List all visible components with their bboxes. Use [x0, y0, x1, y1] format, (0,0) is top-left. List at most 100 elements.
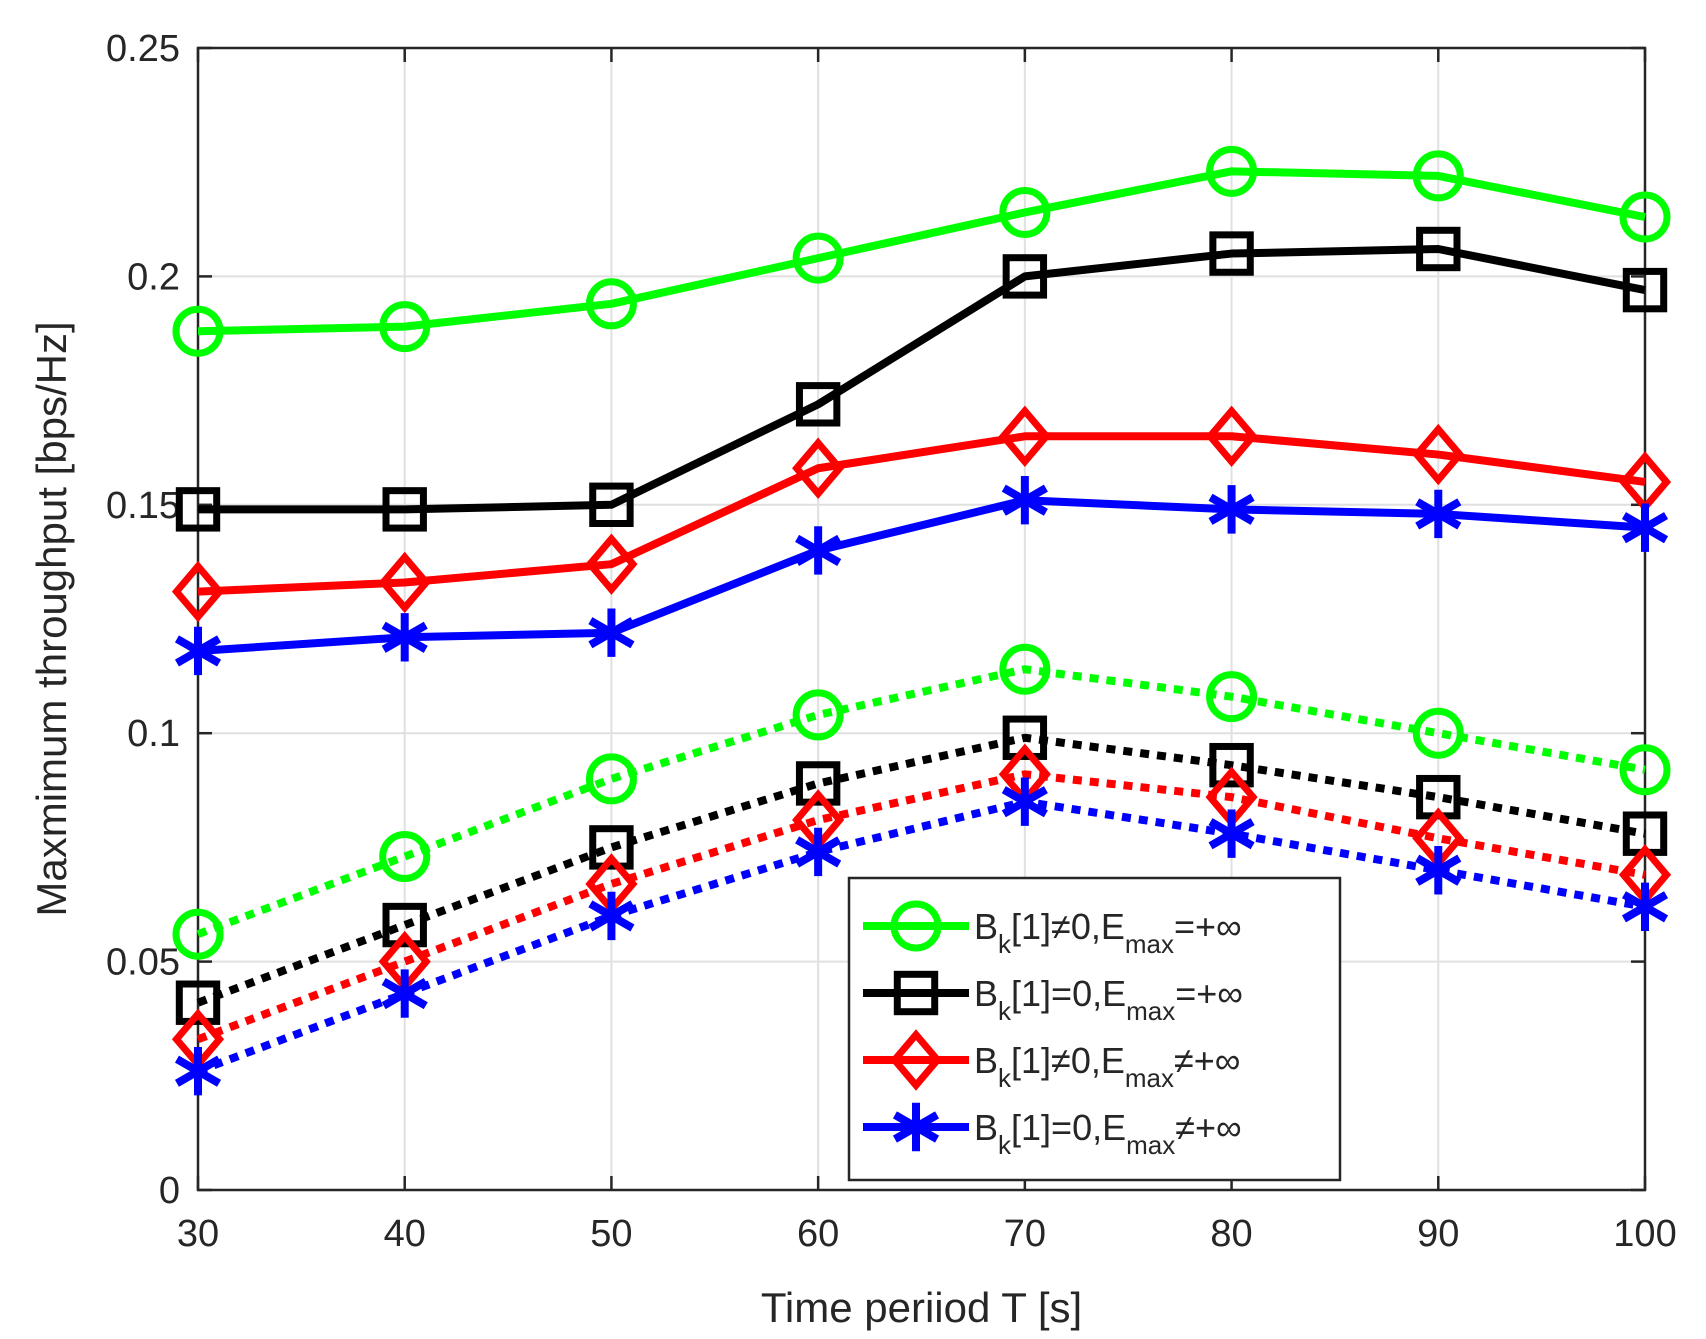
legend-label-zero: 0, — [1072, 973, 1102, 1014]
legend-label-op1: ≠ — [1051, 1040, 1071, 1081]
data-point-star — [1001, 777, 1048, 826]
data-point-star — [1621, 882, 1669, 931]
y-tick-label: 0.15 — [106, 485, 180, 527]
x-tick-label: 60 — [797, 1213, 839, 1255]
data-point-star — [174, 1047, 222, 1096]
legend: Bk[1]≠0,Emax=+∞Bk[1]=0,Emax=+∞Bk[1]≠0,Em… — [847, 876, 1342, 1182]
y-tick-label: 0.2 — [127, 256, 180, 298]
legend-label-op2: =+∞ — [1174, 906, 1242, 947]
star-arm — [381, 621, 428, 653]
legend-label-op2: ≠+∞ — [1175, 1107, 1241, 1148]
legend-label-max: max — [1125, 929, 1174, 959]
data-point-circle — [792, 232, 844, 284]
x-tick-label: 100 — [1613, 1213, 1676, 1255]
legend-marker-square — [893, 970, 939, 1016]
data-point-star — [381, 613, 428, 662]
data-point-diamond — [1412, 423, 1465, 486]
series-line — [196, 665, 1646, 938]
data-point-circle — [999, 643, 1051, 695]
legend-label-max: max — [1126, 1130, 1175, 1160]
data-point-diamond — [792, 437, 845, 499]
star-arm — [1001, 786, 1048, 818]
star-arm — [1208, 818, 1255, 850]
series-line — [196, 733, 1646, 1007]
legend-label-E: E — [1102, 1107, 1126, 1148]
legend-label-k: k — [998, 1130, 1012, 1160]
legend-label-zero: 0, — [1071, 906, 1101, 947]
legend-label-B: B — [974, 973, 998, 1014]
data-point-star — [1001, 476, 1048, 525]
star-arm — [795, 836, 842, 868]
legend-entry: Bk[1]=0,Emax=+∞ — [863, 970, 1243, 1026]
y-tick-label: 0.05 — [106, 942, 180, 984]
data-point-star — [588, 608, 635, 657]
legend-entry: Bk[1]≠0,Emax=+∞ — [863, 900, 1242, 959]
data-point-square — [175, 980, 221, 1025]
star-arm — [795, 534, 842, 567]
x-axis-title: Time periiod T [s] — [761, 1284, 1082, 1331]
legend-label: Bk[1]=0,Emax≠+∞ — [974, 1107, 1242, 1160]
star-arm — [174, 635, 222, 667]
x-tick-label: 80 — [1210, 1213, 1252, 1255]
legend-label-B: B — [974, 1107, 998, 1148]
y-tick-label: 0.25 — [106, 28, 180, 70]
data-point-circle — [792, 689, 844, 741]
data-point-square — [382, 902, 427, 948]
data-point-diamond — [998, 405, 1051, 467]
series-black-solid-square — [175, 226, 1668, 532]
data-point-circle — [1619, 744, 1671, 796]
legend-entry: Bk[1]=0,Emax≠+∞ — [863, 1102, 1242, 1160]
data-point-square — [589, 825, 634, 870]
data-point-circle — [379, 301, 431, 353]
star-arm — [1415, 854, 1462, 886]
star-arm — [588, 617, 635, 649]
legend-label-max: max — [1125, 1063, 1174, 1093]
legend-label-op1: = — [1051, 1107, 1072, 1148]
data-point-star — [1415, 489, 1462, 539]
data-point-diamond — [1205, 405, 1258, 467]
series-green-dotted-circle — [172, 643, 1671, 960]
data-point-circle — [1412, 707, 1464, 759]
data-point-circle — [1412, 150, 1464, 202]
data-point-square — [175, 487, 221, 532]
legend-label: Bk[1]=0,Emax=+∞ — [974, 973, 1243, 1026]
legend-label-op1: = — [1051, 973, 1072, 1014]
data-point-circle — [172, 305, 224, 357]
data-point-square — [1622, 267, 1668, 313]
data-point-circle — [585, 278, 637, 330]
data-point-square — [1002, 715, 1048, 760]
legend-label-op2: ≠+∞ — [1174, 1040, 1240, 1081]
data-point-diamond — [585, 533, 638, 595]
series-line — [197, 496, 1646, 655]
star-arm — [1415, 498, 1462, 530]
star-arm — [381, 978, 428, 1010]
x-tick-label: 70 — [1004, 1213, 1046, 1255]
data-point-star — [795, 827, 842, 877]
data-point-star — [588, 891, 635, 941]
data-point-star — [1208, 809, 1255, 858]
star-arm — [1621, 512, 1669, 544]
legend-label-max: max — [1126, 996, 1175, 1026]
series-line — [197, 432, 1646, 596]
axis-ticks: 30 40 50 60 70 80 90 100 0 0.05 0.1 0.15 0.2 0.25 — [106, 28, 1677, 1255]
series-line — [198, 244, 1646, 514]
legend-label-zero: 0, — [1071, 1040, 1101, 1081]
data-point-square — [1209, 742, 1254, 788]
star-arm — [1208, 493, 1255, 525]
data-point-circle — [172, 908, 224, 960]
data-point-circle — [1206, 145, 1258, 197]
legend-entry: Bk[1]≠0,Emax≠+∞ — [863, 1029, 1240, 1093]
series-layer — [171, 145, 1672, 1096]
data-point-star — [1208, 485, 1255, 534]
data-point-circle — [585, 753, 637, 805]
star-arm — [588, 900, 635, 932]
series-line — [197, 167, 1646, 336]
x-tick-label: 90 — [1417, 1213, 1459, 1255]
data-point-star — [1415, 846, 1462, 895]
legend-label-op2: =+∞ — [1175, 973, 1243, 1014]
legend-label-B: B — [974, 1040, 998, 1081]
star-arm — [174, 1055, 222, 1087]
series-red-solid-diamond — [171, 405, 1672, 623]
data-point-square — [1416, 226, 1461, 272]
